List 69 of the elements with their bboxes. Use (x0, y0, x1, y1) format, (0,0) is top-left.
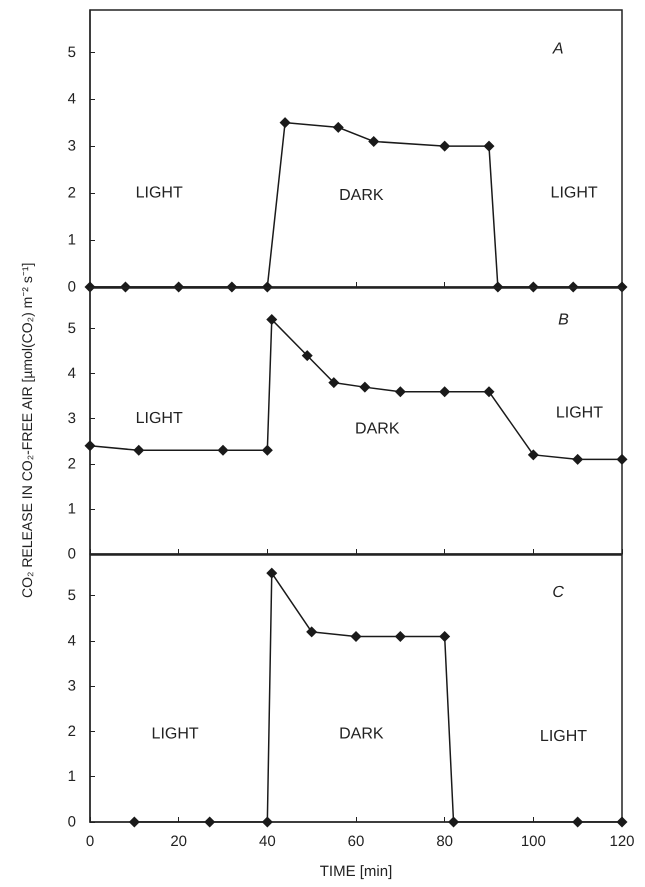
y-tick-label: 3 (68, 678, 76, 695)
point (133, 444, 144, 456)
y-tick-label: 2 (68, 184, 76, 202)
point (306, 626, 318, 638)
x-tick-label: 100 (520, 833, 546, 850)
annotation: LIGHT (136, 184, 183, 202)
y-axis-title: CO₂ RELEASE IN CO₂-FREE AIR [µmol(CO₂) m⁻² s⁻¹] (18, 261, 36, 600)
y-tick-label: 3 (68, 410, 76, 428)
x-tick-label: 0 (86, 833, 94, 850)
point (280, 117, 291, 128)
y-tick-label: 1 (68, 768, 76, 786)
annotation: B (558, 311, 570, 328)
y-tick-label: 1 (68, 232, 76, 249)
y-tick-label: 1 (68, 500, 76, 518)
point (616, 816, 628, 828)
annotation: LIGHT (540, 728, 588, 746)
y-tick-label: 4 (68, 632, 76, 650)
y-tick-label: 2 (68, 722, 76, 740)
y-tick-label: 5 (68, 587, 76, 604)
point (572, 816, 584, 828)
point (616, 454, 628, 465)
annotation: DARK (339, 187, 384, 204)
point (84, 440, 96, 452)
point (128, 816, 140, 828)
annotation: LIGHT (136, 410, 183, 427)
x-tick-label: 120 (609, 833, 635, 850)
y-tick-label: 4 (68, 365, 76, 382)
point (218, 444, 228, 456)
point (572, 454, 584, 465)
point (302, 350, 313, 362)
annotation: LIGHT (556, 404, 604, 422)
point (439, 386, 450, 398)
point (350, 630, 362, 642)
x-tick-label: 20 (170, 833, 188, 850)
point (484, 140, 494, 152)
point (448, 816, 460, 828)
y-tick-label: 2 (68, 455, 76, 472)
x-tick-label: 60 (348, 833, 364, 850)
annotation: LIGHT (550, 184, 598, 202)
point (266, 314, 278, 326)
x-tick-label: 80 (436, 833, 454, 850)
point (328, 377, 340, 388)
point (266, 568, 278, 579)
point (439, 630, 450, 642)
y-tick-label: 0 (68, 278, 76, 296)
point (262, 816, 273, 828)
point (359, 382, 370, 393)
point (394, 630, 406, 642)
annotation: A (552, 40, 564, 58)
y-tick-label: 0 (68, 546, 76, 562)
point (439, 140, 450, 152)
x-axis-title: TIME [min] (320, 863, 392, 880)
point (332, 122, 344, 133)
annotation: DARK (339, 725, 384, 742)
point (528, 449, 539, 460)
annotation: LIGHT (152, 725, 199, 742)
point (204, 816, 216, 828)
point (394, 386, 406, 398)
point (262, 444, 273, 456)
y-tick-label: 4 (68, 90, 76, 108)
y-tick-label: 0 (68, 814, 76, 830)
y-tick-label: 5 (68, 44, 76, 61)
annotation: DARK (355, 420, 400, 438)
point (484, 386, 494, 398)
point (368, 136, 380, 147)
y-tick-label: 3 (68, 138, 76, 155)
annotation: C (552, 584, 564, 601)
x-tick-label: 40 (258, 833, 276, 850)
y-tick-label: 5 (68, 320, 76, 338)
